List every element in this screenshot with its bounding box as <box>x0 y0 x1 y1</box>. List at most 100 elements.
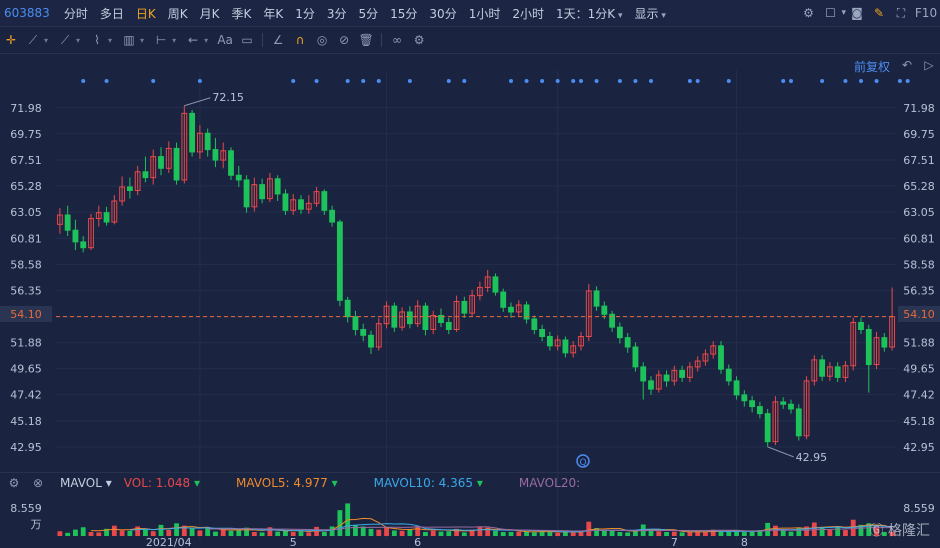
period-dropdown[interactable]: 1天：1分K ▾ <box>555 6 623 21</box>
chevron-down-icon[interactable]: ▾ <box>841 8 846 18</box>
candle-body <box>158 156 164 169</box>
period-tab[interactable]: 2小时 <box>512 6 544 21</box>
trash-icon[interactable]: 🗑 <box>358 33 374 47</box>
event-marker <box>81 79 86 83</box>
high-leader-line <box>184 97 211 107</box>
candle-body <box>671 369 678 382</box>
channel-tool-icon[interactable]: ⟋ <box>60 32 70 47</box>
wave-tool-icon[interactable]: ⌇ <box>94 33 100 47</box>
volume-bar <box>259 532 265 536</box>
period-tab[interactable]: 1小时 <box>468 6 501 21</box>
candle-body <box>593 290 600 307</box>
candles <box>56 105 896 447</box>
adjust-mode-label[interactable]: 前复权 <box>853 60 890 74</box>
volume-bar <box>88 532 94 536</box>
event-marker <box>594 79 599 83</box>
period-tab[interactable]: 月K <box>199 6 220 21</box>
undo-icon[interactable]: ↶ <box>901 58 913 72</box>
volume-bar <box>57 531 63 536</box>
volume-bar <box>337 510 343 536</box>
volume-bar <box>181 525 187 536</box>
chevron-down-icon[interactable]: ▾ <box>172 35 177 45</box>
settings-icon[interactable]: ⚙ <box>803 6 814 20</box>
indicator-name[interactable]: MAVOL ▾ <box>60 476 112 490</box>
current-price-label-right: 54.10 <box>903 308 935 321</box>
chevron-down-icon[interactable]: ▾ <box>204 35 209 45</box>
candle-body <box>756 406 763 415</box>
chevron-down-icon[interactable]: ▾ <box>108 35 113 45</box>
price-tick-label: 49.65 <box>903 363 935 376</box>
text-tool-icon[interactable]: Aa <box>217 33 233 47</box>
camera-icon[interactable]: ◙ <box>851 6 863 20</box>
volume-bar <box>563 531 568 536</box>
period-tab[interactable]: 多日 <box>99 6 124 21</box>
crosshair-icon[interactable]: ✛ <box>5 33 17 47</box>
candle-body <box>562 339 569 354</box>
volume-bar <box>314 526 319 536</box>
mavol20-value: MAVOL20: <box>518 476 581 490</box>
hide-icon[interactable]: ⊘ <box>339 33 350 47</box>
period-tab[interactable]: 30分 <box>429 6 457 21</box>
event-marker <box>649 79 653 83</box>
ruler-icon[interactable]: ∠ <box>272 33 284 47</box>
volume-bar <box>430 530 436 536</box>
link-icon[interactable]: ∞ <box>392 33 403 47</box>
candle-body <box>251 184 258 208</box>
line-tool-icon[interactable]: ⟋ <box>28 32 38 47</box>
candle-body <box>702 353 709 362</box>
event-marker <box>571 79 576 83</box>
fullscreen-icon[interactable]: ⛶ <box>896 5 906 20</box>
period-tab[interactable]: 3分 <box>326 6 347 21</box>
comment-tool-icon[interactable]: ▭ <box>241 33 253 47</box>
eye-icon[interactable]: ◎ <box>316 33 328 47</box>
period-tab[interactable]: 5分 <box>358 6 379 21</box>
candle-body <box>632 346 639 368</box>
price-tick-label: 58.58 <box>10 258 42 271</box>
volume-bar <box>158 524 164 536</box>
candle-body <box>329 209 336 223</box>
chevron-down-icon[interactable]: ▾ <box>44 35 49 45</box>
period-tab[interactable]: 周K <box>167 6 188 21</box>
candle-body <box>165 147 172 169</box>
stock-symbol[interactable]: 603883 <box>4 6 50 20</box>
chevron-down-icon[interactable]: ▾ <box>76 35 81 45</box>
period-tab[interactable]: 季K <box>231 6 252 21</box>
event-marker <box>687 79 692 83</box>
period-tab[interactable]: 日K <box>135 6 156 21</box>
price-tick-label: 71.98 <box>903 102 935 115</box>
period-tab[interactable]: 分时 <box>63 6 88 21</box>
square-icon[interactable]: ☐ <box>825 6 836 20</box>
arrow-tool-icon[interactable]: ← <box>188 33 199 47</box>
volume-bar <box>399 530 405 536</box>
magnet-icon[interactable]: ∩ <box>295 33 305 47</box>
candle-body <box>150 156 157 179</box>
chevron-down-icon[interactable]: ▾ <box>140 35 145 45</box>
volume-bar <box>718 530 724 536</box>
fib-tool-icon[interactable]: ▥ <box>123 33 135 47</box>
candle-body <box>235 174 242 181</box>
measure-tool-icon[interactable]: ⊢ <box>155 33 167 47</box>
draw-settings-icon[interactable]: ⚙ <box>413 33 425 47</box>
candle-body <box>515 304 522 313</box>
volume-bar <box>391 530 397 536</box>
settings-icon[interactable]: ⚙ <box>8 476 20 490</box>
period-tab[interactable]: 年K <box>263 6 284 21</box>
volume-bar <box>874 526 879 536</box>
display-menu[interactable]: 显示 ▾ <box>634 6 666 21</box>
pen-icon[interactable]: ✎ <box>873 6 885 20</box>
candle-body <box>780 401 787 405</box>
close-icon[interactable]: ⊗ <box>32 476 44 490</box>
period-tab[interactable]: 1分 <box>295 6 315 21</box>
candle-body <box>546 336 553 347</box>
candle-body <box>733 380 740 396</box>
candle-body <box>119 186 126 202</box>
price-tick-label: 58.58 <box>903 258 935 271</box>
f10-icon[interactable]: F10 <box>914 6 938 20</box>
scroll-icon[interactable]: ▷ <box>924 58 934 72</box>
toolbar-right: ⚙ ☐ ▾ ◙ ✎ ⛶ F10 <box>797 0 940 26</box>
volume-bar <box>843 530 848 536</box>
period-tab[interactable]: 15分 <box>390 6 418 21</box>
candle-body <box>189 112 196 153</box>
candle-body <box>718 345 724 370</box>
